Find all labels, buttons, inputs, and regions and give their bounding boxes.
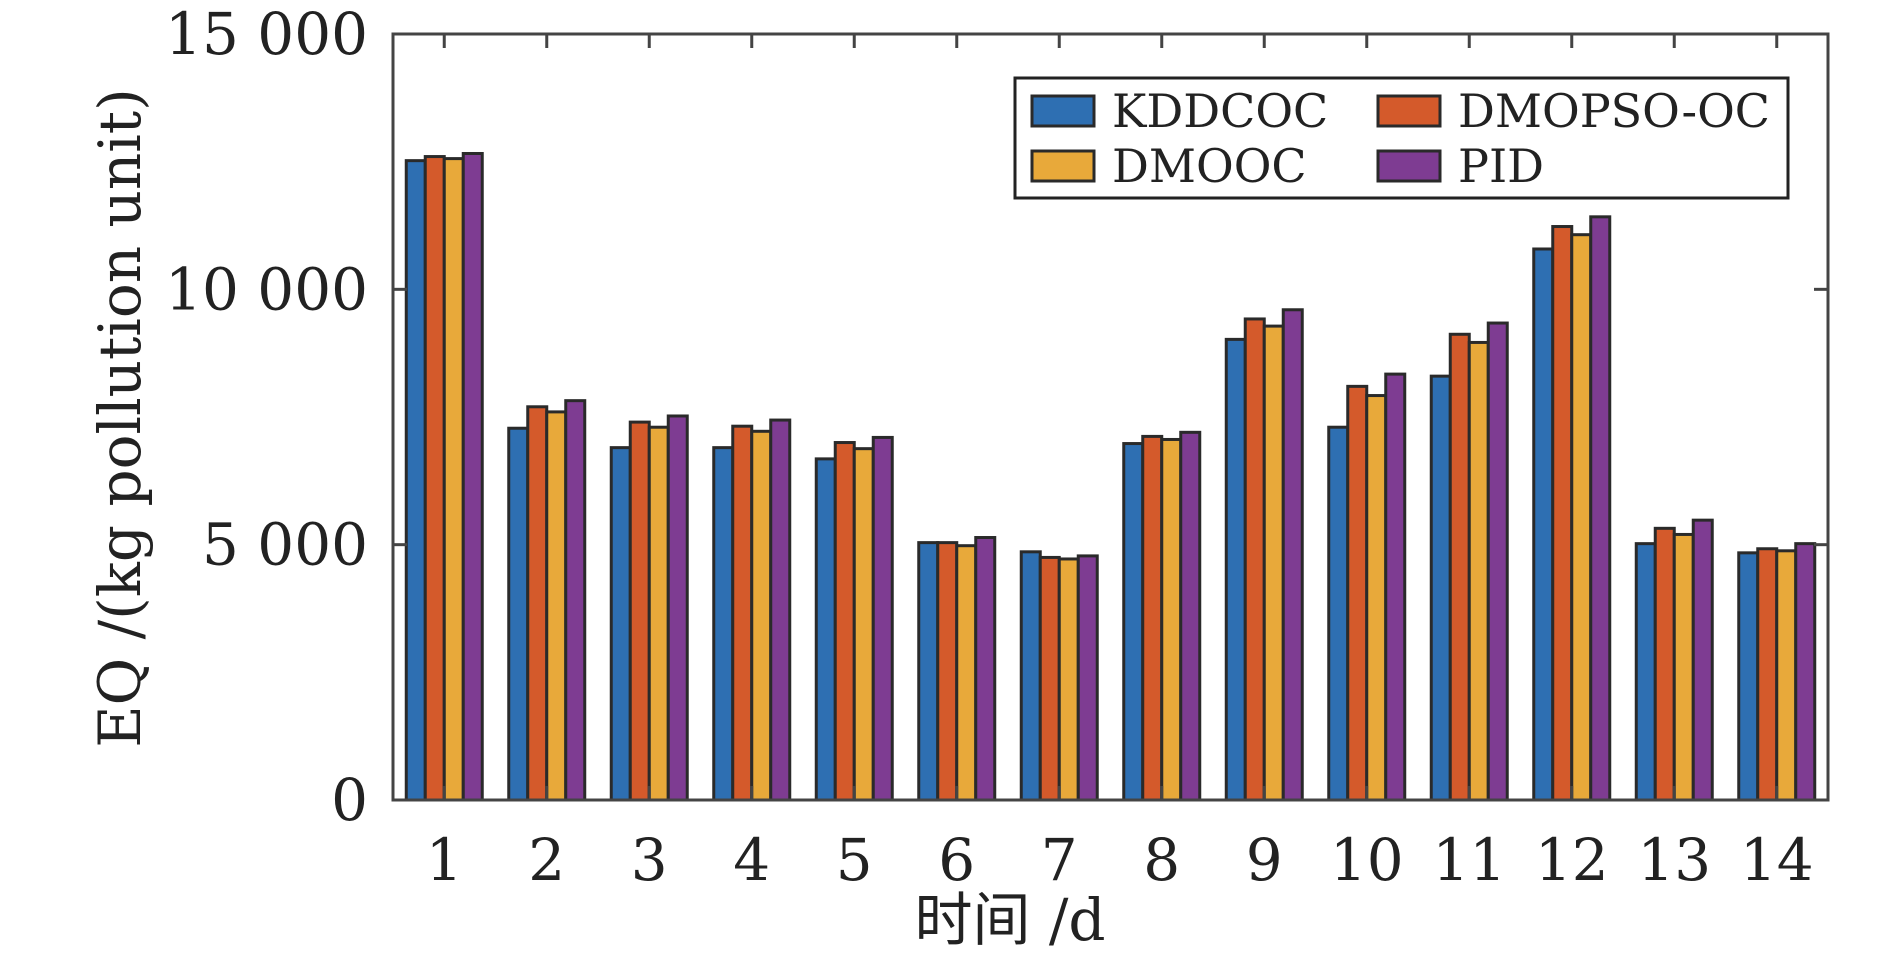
legend: KDDCOC DMOPSO-OC DMOOC PID xyxy=(1013,76,1790,200)
bar-kddcoc-day-14 xyxy=(1737,551,1760,802)
bar-pid-day-12 xyxy=(1589,215,1612,802)
x-tick-label: 4 xyxy=(733,826,770,894)
bar-pid-day-9 xyxy=(1281,308,1304,802)
bar-dmopso-oc-day-6 xyxy=(936,541,959,802)
bar-dmooc-day-5 xyxy=(852,447,875,802)
bar-kddcoc-day-11 xyxy=(1429,374,1452,802)
x-tick-label: 1 xyxy=(426,826,463,894)
bar-dmooc-day-8 xyxy=(1160,437,1183,802)
bar-dmooc-day-9 xyxy=(1262,324,1285,802)
legend-label-pid: PID xyxy=(1458,139,1544,193)
bar-dmopso-oc-day-8 xyxy=(1141,434,1164,802)
x-tick-label: 5 xyxy=(836,826,873,894)
legend-label-dmooc: DMOOC xyxy=(1112,139,1307,193)
bar-kddcoc-day-13 xyxy=(1634,542,1657,802)
x-tick-label: 10 xyxy=(1330,826,1404,894)
bar-pid-day-6 xyxy=(974,536,997,802)
bar-pid-day-2 xyxy=(564,399,587,802)
bar-dmopso-oc-day-4 xyxy=(731,424,754,802)
x-tick-label: 9 xyxy=(1246,826,1283,894)
plot-frame xyxy=(391,32,1830,802)
bar-kddcoc-day-5 xyxy=(814,457,837,802)
bar-dmopso-oc-day-2 xyxy=(526,405,549,802)
y-tick-label: 15 000 xyxy=(165,0,368,68)
legend-label-kddcoc: KDDCOC xyxy=(1112,84,1328,138)
x-axis-title: 时间 /d xyxy=(914,886,1105,954)
bar-kddcoc-day-7 xyxy=(1019,550,1042,802)
bar-dmooc-day-2 xyxy=(545,410,568,802)
x-tick-label: 14 xyxy=(1740,826,1814,894)
bar-dmooc-day-4 xyxy=(750,429,773,802)
y-axis-title: EQ /(kg pollution unit) xyxy=(86,88,154,747)
bar-kddcoc-day-9 xyxy=(1224,337,1247,802)
bar-kddcoc-day-10 xyxy=(1327,425,1350,802)
bar-dmopso-oc-day-7 xyxy=(1038,555,1061,802)
bar-kddcoc-day-8 xyxy=(1122,442,1145,802)
bar-dmopso-oc-day-5 xyxy=(833,441,856,802)
bar-dmooc-day-7 xyxy=(1057,557,1080,802)
bar-dmopso-oc-day-14 xyxy=(1756,547,1779,802)
bar-dmopso-oc-day-13 xyxy=(1653,526,1676,802)
legend-swatch-dmooc xyxy=(1030,149,1096,183)
bar-pid-day-11 xyxy=(1486,321,1509,802)
legend-swatch-kddcoc xyxy=(1030,94,1096,128)
bar-kddcoc-day-1 xyxy=(404,159,427,802)
x-tick-label: 12 xyxy=(1535,826,1609,894)
bar-dmooc-day-10 xyxy=(1365,394,1388,802)
bar-dmooc-day-6 xyxy=(955,544,978,802)
bar-pid-day-7 xyxy=(1076,554,1099,802)
x-tick-label: 7 xyxy=(1041,826,1078,894)
x-tick-label: 3 xyxy=(631,826,668,894)
bar-dmooc-day-13 xyxy=(1672,532,1695,802)
bar-pid-day-10 xyxy=(1384,372,1407,802)
legend-label-dmopso-oc: DMOPSO-OC xyxy=(1458,84,1770,138)
bar-dmooc-day-14 xyxy=(1775,549,1798,802)
x-tick-label: 13 xyxy=(1637,826,1711,894)
bar-kddcoc-day-4 xyxy=(712,446,735,802)
bar-dmooc-day-3 xyxy=(647,425,670,802)
bar-dmooc-day-11 xyxy=(1467,340,1490,802)
x-tick-label: 11 xyxy=(1432,826,1506,894)
bar-kddcoc-day-3 xyxy=(609,446,632,802)
legend-swatch-dmopso-oc xyxy=(1376,94,1442,128)
y-tick-label: 10 000 xyxy=(165,255,368,323)
bar-dmooc-day-12 xyxy=(1570,233,1593,802)
bar-dmopso-oc-day-11 xyxy=(1448,332,1471,802)
bar-dmopso-oc-day-10 xyxy=(1346,384,1369,802)
bar-dmopso-oc-day-1 xyxy=(423,155,446,802)
y-tick-label: 5 000 xyxy=(202,511,368,579)
bar-dmooc-day-1 xyxy=(442,157,465,802)
bar-kddcoc-day-12 xyxy=(1532,247,1555,802)
x-tick-label: 2 xyxy=(528,826,565,894)
bar-pid-day-14 xyxy=(1794,542,1817,802)
bar-dmopso-oc-day-9 xyxy=(1243,317,1266,802)
bar-kddcoc-day-2 xyxy=(507,426,530,802)
legend-swatch-pid xyxy=(1376,149,1442,183)
bar-pid-day-1 xyxy=(461,151,484,802)
bar-pid-day-3 xyxy=(666,414,689,802)
bar-pid-day-5 xyxy=(871,435,894,802)
y-tick-label: 0 xyxy=(331,766,368,834)
bars-layer xyxy=(404,151,1817,802)
bar-pid-day-8 xyxy=(1179,430,1202,802)
bar-pid-day-13 xyxy=(1691,518,1714,802)
bar-dmopso-oc-day-12 xyxy=(1551,225,1574,802)
bar-dmopso-oc-day-3 xyxy=(628,420,651,802)
bar-pid-day-4 xyxy=(769,418,792,802)
bar-kddcoc-day-6 xyxy=(917,541,940,802)
axes-layer xyxy=(391,32,1830,802)
x-tick-label: 6 xyxy=(938,826,975,894)
x-tick-label: 8 xyxy=(1143,826,1180,894)
